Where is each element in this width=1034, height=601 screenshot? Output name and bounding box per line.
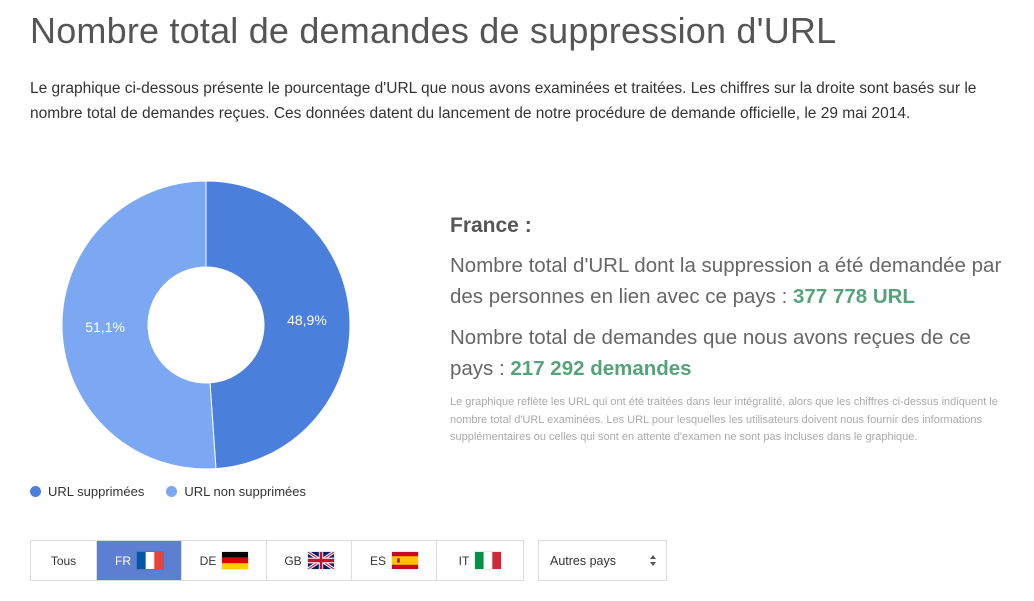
de-flag-icon <box>222 552 249 569</box>
legend-label-deleted: URL supprimées <box>48 484 145 499</box>
tab-it[interactable]: IT <box>437 541 523 580</box>
donut-chart: 48,9% 51,1% <box>56 175 356 475</box>
slice-not-deleted-label: 51,1% <box>85 319 125 335</box>
urls-stat-value: 377 778 URL <box>793 285 915 308</box>
tab-es-label: ES <box>369 553 386 568</box>
legend-item-not-deleted[interactable]: URL non supprimées <box>166 484 306 499</box>
urls-stat-text: Nombre total d'URL dont la suppression a… <box>450 254 1002 308</box>
requests-stat-text: Nombre total de demandes que nous avons … <box>450 326 971 380</box>
slice-deleted-label: 48,9% <box>287 312 327 328</box>
tab-tous-label: Tous <box>50 553 77 568</box>
it-flag-icon <box>475 552 502 569</box>
tab-de[interactable]: DE <box>182 541 267 580</box>
tab-tous[interactable]: Tous <box>31 541 97 580</box>
country-title: France : <box>450 214 532 237</box>
legend-item-deleted[interactable]: URL supprimées <box>30 484 144 499</box>
fr-flag-icon <box>137 552 163 569</box>
intro-text: Le graphique ci-dessous présente le pour… <box>30 80 977 122</box>
tab-fr-label: FR <box>115 553 131 568</box>
tab-fr[interactable]: FR <box>97 541 182 580</box>
slice-not-deleted[interactable] <box>61 180 217 470</box>
page-title: Nombre total de demandes de suppression … <box>30 10 837 51</box>
slice-deleted[interactable] <box>205 180 351 470</box>
tab-gb-label: GB <box>284 553 302 568</box>
urls-stat: Nombre total d'URL dont la suppression a… <box>450 250 1010 312</box>
other-countries-select[interactable]: Autres pays <box>538 540 667 581</box>
other-countries-label: Autres pays <box>550 553 617 568</box>
legend-label-not-deleted: URL non supprimées <box>184 484 306 499</box>
country-tabs: Tous FR DE GB ES <box>30 540 524 581</box>
tab-de-label: DE <box>199 553 217 568</box>
requests-stat: Nombre total de demandes que nous avons … <box>450 322 1010 384</box>
gb-flag-icon <box>307 552 334 569</box>
country-stats: France : Nombre total d'URL dont la supp… <box>450 214 1010 447</box>
tab-es[interactable]: ES <box>352 541 437 580</box>
tab-gb[interactable]: GB <box>267 541 352 580</box>
donut-chart-svg: 48,9% 51,1% <box>61 180 351 470</box>
chart-footnote: Le graphique reflète les URL qui ont été… <box>450 396 998 443</box>
select-arrows-icon <box>650 555 656 566</box>
legend-dot-not-deleted <box>166 486 178 497</box>
tab-it-label: IT <box>458 553 470 568</box>
chart-legend: URL supprimées URL non supprimées <box>30 484 328 499</box>
requests-stat-value: 217 292 demandes <box>510 357 692 380</box>
es-flag-icon <box>392 552 418 569</box>
legend-dot-deleted <box>30 486 41 497</box>
